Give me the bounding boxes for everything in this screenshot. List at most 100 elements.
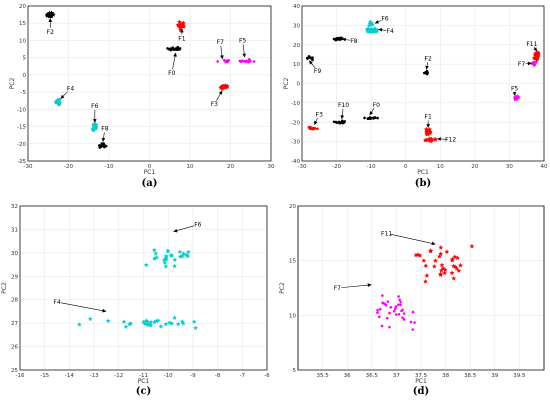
data-point-star (432, 258, 438, 263)
data-point (238, 59, 242, 63)
data-point (225, 59, 229, 62)
data-point-star (450, 256, 455, 262)
x-tick-label: -11 (139, 373, 148, 379)
x-tick-label: -13 (90, 373, 99, 379)
cluster-f8 (98, 142, 108, 149)
data-point-star (413, 252, 419, 258)
data-point (401, 316, 404, 319)
panel-caption: (a) (142, 178, 158, 189)
arrow-head (374, 20, 379, 24)
annotation-f3: F3 (211, 90, 223, 108)
data-point (166, 47, 169, 50)
data-point-star (444, 249, 450, 254)
data-point (341, 121, 345, 125)
data-point-star (436, 254, 442, 259)
x-tick-label: -8 (215, 373, 221, 379)
annotation-label: F8 (101, 125, 108, 132)
data-point (393, 307, 397, 311)
data-point (172, 48, 176, 51)
annotation-f8: F8 (101, 125, 109, 143)
data-point (399, 300, 402, 304)
data-point-star (422, 137, 428, 143)
data-point (338, 120, 341, 124)
data-point (530, 62, 534, 65)
y-tick-label: 5 (23, 56, 27, 62)
annotation-f2: F2 (425, 55, 432, 70)
data-point-star (177, 249, 183, 254)
arrow-head (436, 137, 441, 141)
panel-a: -30 -20 -10 0 10 20 30 -25 -20 -15 -10 -5 0 5 10 15 20 PC… (9, 4, 275, 189)
data-point-star (469, 243, 475, 249)
data-point (388, 311, 391, 315)
arrow-head (340, 115, 345, 120)
annotation-label: F6 (381, 16, 388, 23)
y-tick-label: 20 (289, 204, 296, 210)
data-point-star (48, 13, 54, 19)
annotation-label: F12 (445, 137, 456, 144)
arrow-head (527, 61, 532, 66)
annotation-f1: F1 (178, 28, 186, 43)
data-point-star (162, 260, 168, 265)
data-point (398, 298, 401, 302)
data-point-star (438, 245, 444, 250)
annotation-f6: F6 (374, 16, 389, 24)
data-point-star (428, 138, 434, 144)
x-tick-label: -7 (240, 373, 246, 379)
y-tick-label: 0 (297, 82, 301, 88)
data-point (369, 116, 373, 120)
annotation-label: F7 (217, 39, 224, 46)
arrow-line (174, 225, 195, 232)
data-point (397, 303, 400, 306)
data-point (413, 321, 416, 324)
axes-frame (301, 5, 545, 162)
annotation-f1: F1 (425, 113, 432, 129)
annotation-label: F1 (425, 113, 432, 120)
data-point-star (458, 262, 463, 268)
data-point-star (452, 264, 458, 269)
annotation-label: F9 (314, 68, 321, 75)
data-point (216, 60, 219, 63)
x-tick-label: 20 (471, 164, 478, 170)
data-point-star (161, 257, 167, 263)
y-tick-label: 27 (11, 321, 18, 327)
data-point-star (439, 262, 445, 268)
y-tick-label: 10 (19, 38, 26, 44)
panel-d: 35.5 36 36.5 37 37.5 38 38.5 39 39.5 5 10 15 20 PC1 PC… (279, 204, 545, 397)
data-point-star (369, 22, 375, 27)
data-point-star (143, 262, 149, 268)
annotation-label: F11 (526, 41, 537, 48)
cluster-f8 (332, 36, 344, 42)
annotation-f7: F7 (217, 39, 224, 60)
y-tick-label: 30 (11, 251, 18, 257)
x-tick-label: 10 (187, 164, 194, 170)
x-tick-label: 40 (541, 164, 548, 170)
data-point (376, 116, 379, 120)
data-point (247, 59, 251, 62)
panel-b: -30 -20 -10 0 10 20 30 40-40-30-20-10010203040P… (283, 4, 548, 189)
x-tick-label: 20 (227, 164, 234, 170)
x-tick-label: 36.5 (366, 373, 379, 379)
data-point-star (180, 320, 186, 326)
data-point (397, 295, 400, 298)
data-point-star (442, 270, 448, 276)
cluster-f7 (216, 58, 231, 64)
data-point (252, 60, 256, 63)
data-point (388, 325, 391, 329)
data-point (409, 320, 413, 324)
data-point-star (144, 319, 150, 324)
arrow-head (431, 241, 436, 246)
annotation-f8: F8 (341, 37, 358, 45)
annotation-label: F4 (67, 86, 74, 93)
data-point (343, 120, 347, 123)
data-point-star (179, 253, 185, 259)
data-point-star (221, 84, 227, 90)
data-point-star (534, 56, 540, 62)
data-point (334, 120, 338, 124)
arrow-line (60, 302, 105, 312)
x-tick-label: -14 (65, 373, 74, 379)
y-tick-label: -20 (17, 142, 26, 148)
data-point (378, 307, 382, 311)
data-point-star (54, 99, 60, 104)
y-axis-label: PC2 (279, 282, 286, 294)
data-point-star (87, 316, 93, 322)
